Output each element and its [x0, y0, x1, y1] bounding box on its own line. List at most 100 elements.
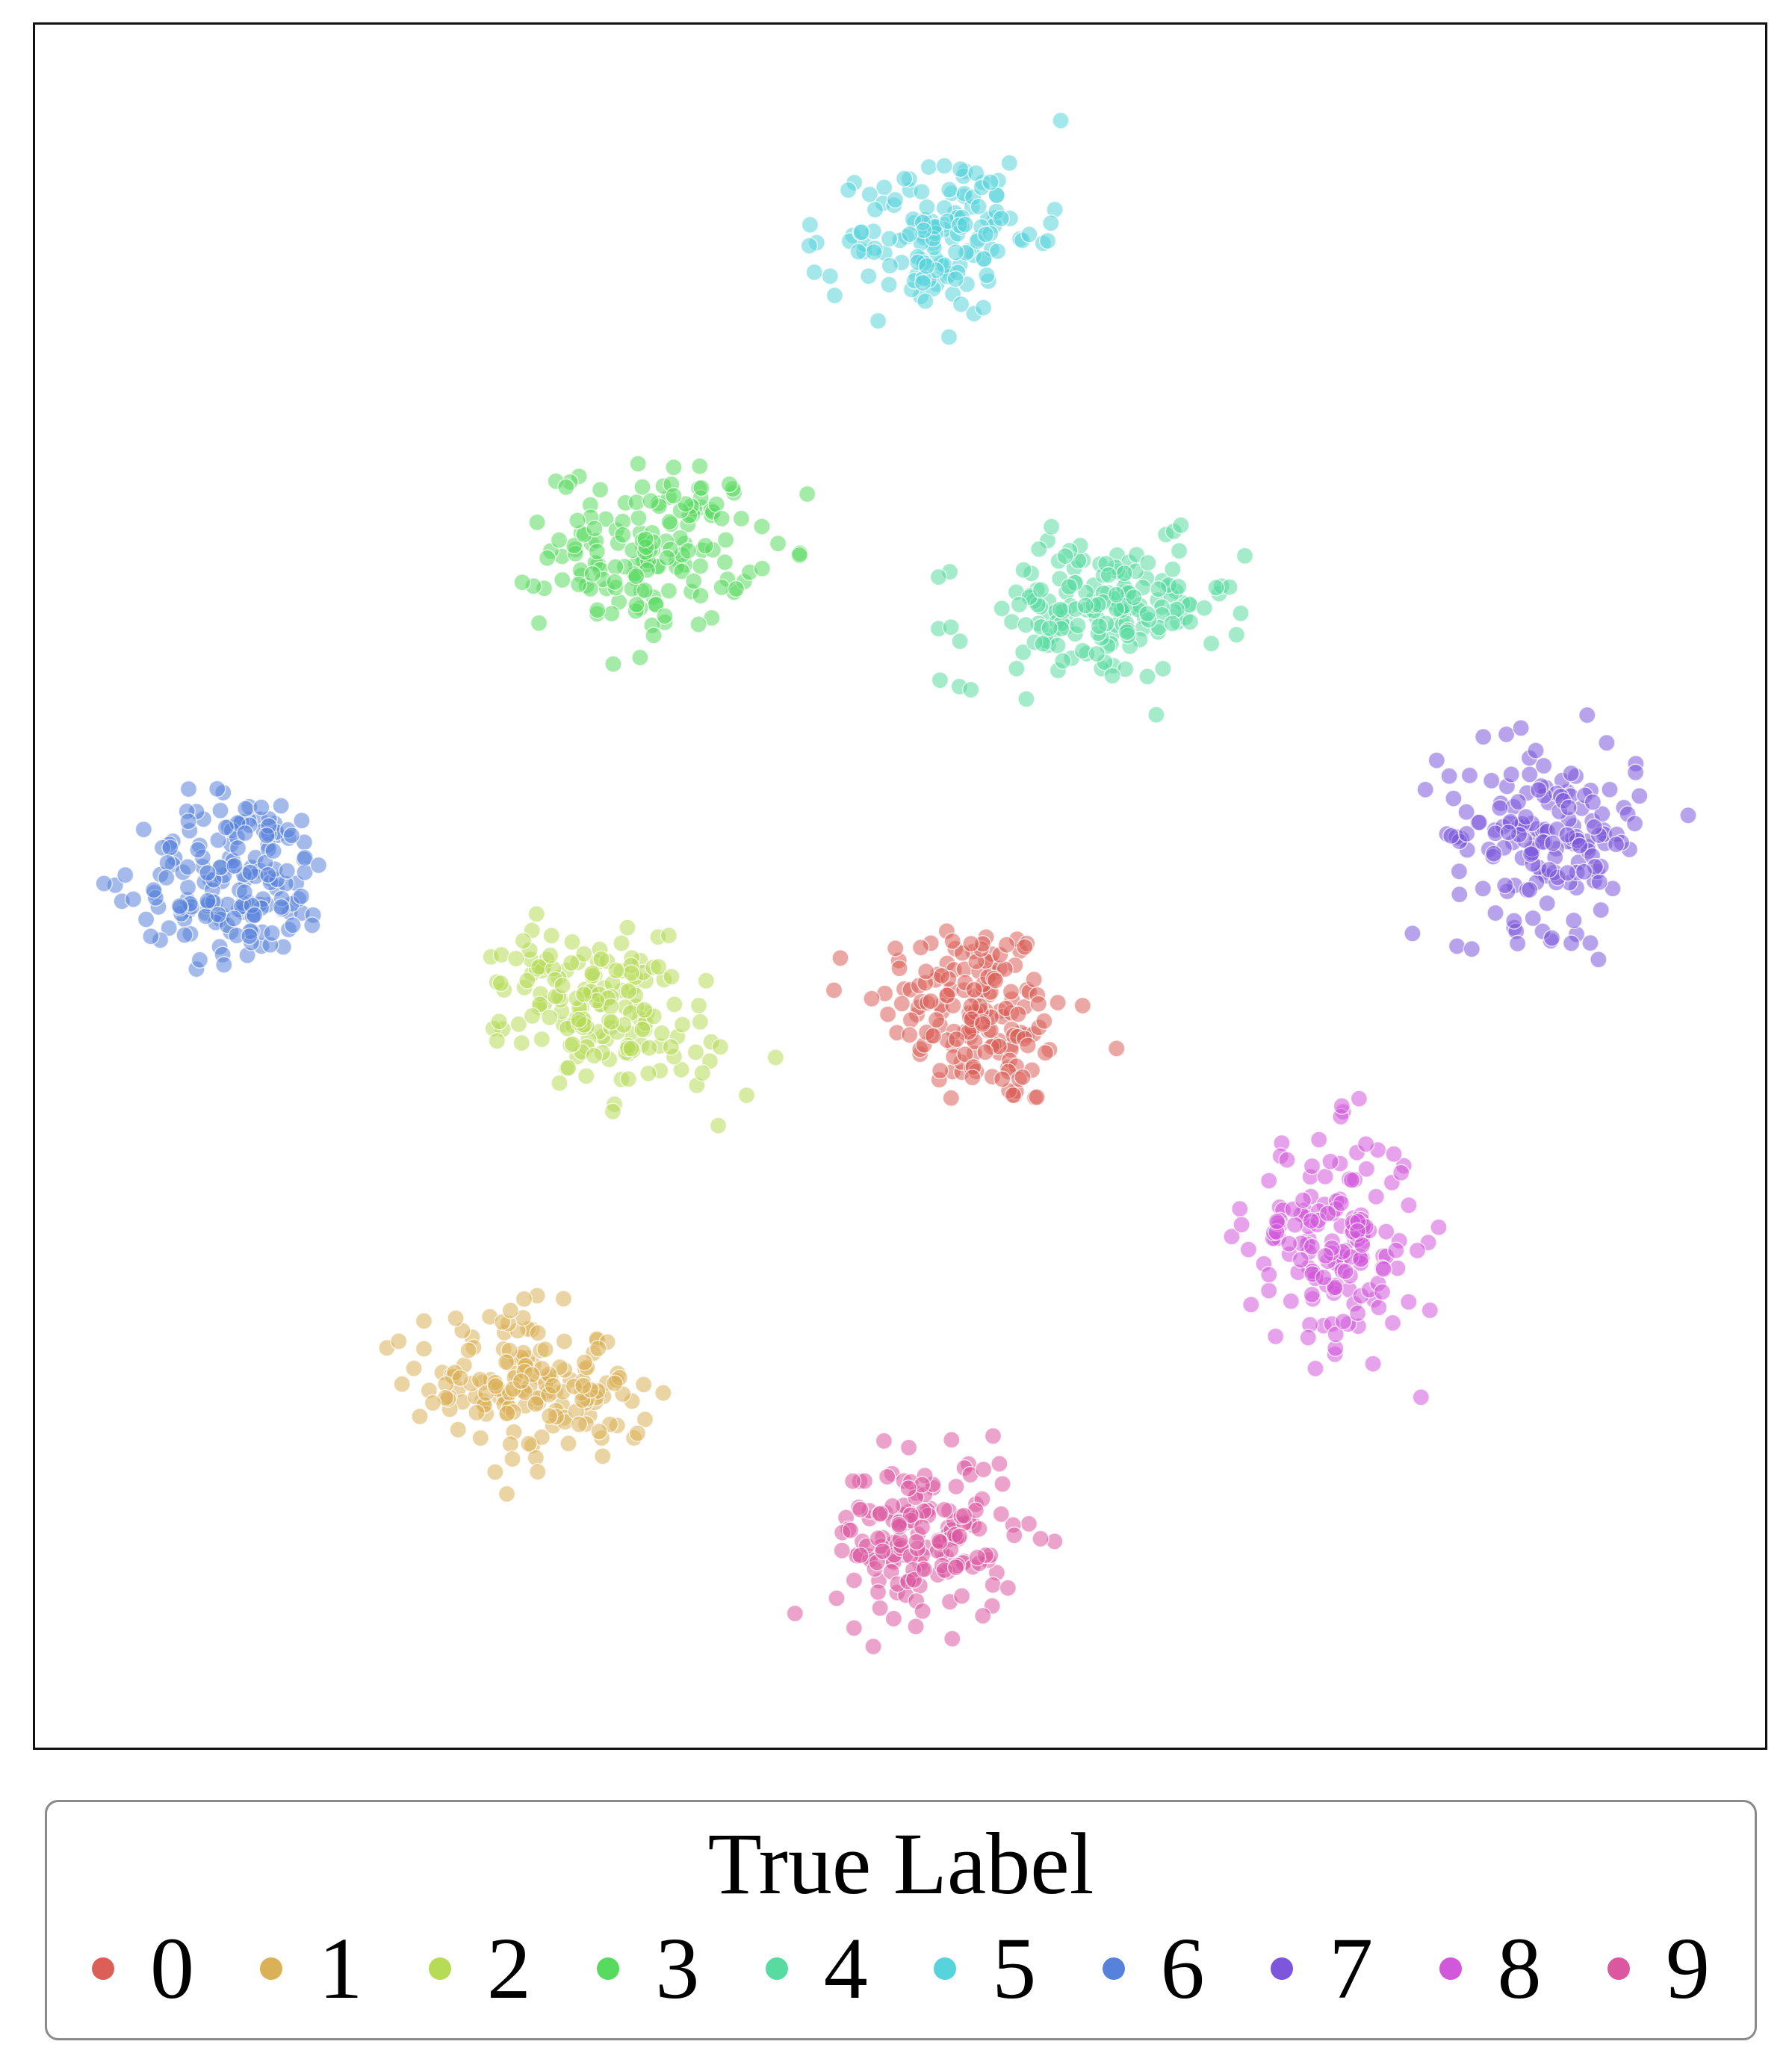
- legend-label-9: 9: [1665, 1919, 1710, 2017]
- point-class-2: [766, 1049, 785, 1066]
- point-class-0: [993, 1070, 1011, 1088]
- point-class-2: [562, 954, 580, 972]
- point-class-6: [284, 916, 302, 934]
- point-class-7: [1522, 845, 1540, 863]
- point-class-3: [684, 572, 703, 590]
- point-class-5: [918, 198, 936, 217]
- point-class-3: [677, 494, 695, 513]
- point-class-1: [405, 1359, 423, 1377]
- legend-label-1: 1: [318, 1919, 363, 2017]
- point-class-2: [633, 1020, 651, 1039]
- point-class-4: [1051, 600, 1070, 618]
- point-class-9: [952, 1587, 971, 1605]
- point-class-7: [1593, 805, 1611, 823]
- point-class-3: [679, 541, 697, 560]
- point-class-1: [498, 1404, 516, 1423]
- point-class-6: [161, 839, 179, 857]
- point-class-2: [689, 996, 708, 1015]
- point-class-0: [878, 1005, 897, 1023]
- point-class-0: [938, 987, 956, 1004]
- point-class-7: [1485, 845, 1503, 863]
- point-class-1: [501, 1435, 520, 1453]
- series-3: [513, 455, 816, 673]
- point-class-0: [1014, 1068, 1032, 1086]
- point-class-6: [179, 780, 198, 798]
- point-class-9: [993, 1475, 1011, 1493]
- point-class-5: [849, 243, 867, 261]
- point-class-6: [160, 919, 178, 937]
- point-class-1: [520, 1435, 538, 1453]
- point-class-5: [869, 311, 887, 330]
- point-class-2: [492, 945, 511, 964]
- point-class-6: [199, 864, 217, 882]
- point-class-4: [1138, 605, 1156, 623]
- point-class-6: [209, 831, 227, 849]
- point-class-2: [574, 985, 593, 1004]
- point-class-1: [570, 1415, 589, 1434]
- point-class-2: [709, 1117, 728, 1134]
- point-class-1: [529, 1324, 547, 1342]
- point-class-8: [1286, 1216, 1304, 1234]
- point-class-1: [459, 1341, 477, 1359]
- point-class-9: [851, 1500, 869, 1519]
- point-class-1: [415, 1312, 433, 1330]
- point-class-4: [1017, 690, 1035, 708]
- point-class-5: [935, 157, 953, 175]
- point-class-0: [1004, 1086, 1023, 1105]
- point-class-5: [852, 223, 871, 241]
- point-class-3: [692, 479, 710, 497]
- point-class-4: [993, 599, 1011, 618]
- point-class-3: [732, 509, 751, 528]
- point-class-4: [1041, 619, 1058, 637]
- point-class-2: [563, 1035, 582, 1053]
- point-class-2: [527, 905, 546, 923]
- point-class-3: [636, 530, 654, 548]
- point-class-5: [982, 173, 999, 191]
- point-class-2: [541, 946, 559, 964]
- point-class-0: [902, 1011, 920, 1029]
- point-class-5: [880, 229, 899, 248]
- point-class-4: [1163, 615, 1182, 633]
- point-class-6: [95, 875, 113, 892]
- point-class-2: [514, 931, 533, 950]
- legend-item-4: 4: [765, 1920, 898, 2017]
- point-class-7: [1626, 763, 1645, 781]
- point-class-4: [1100, 566, 1117, 584]
- point-class-6: [134, 820, 153, 839]
- point-class-4: [929, 568, 948, 586]
- point-class-2: [649, 957, 668, 976]
- point-class-3: [530, 614, 548, 633]
- point-class-4: [1164, 560, 1182, 579]
- point-class-7: [1505, 912, 1523, 930]
- legend-marker-5: [934, 1957, 957, 1980]
- point-class-8: [1385, 1145, 1403, 1163]
- point-class-6: [158, 854, 176, 872]
- point-class-7: [1558, 864, 1577, 882]
- point-class-3: [513, 573, 531, 591]
- point-class-6: [241, 863, 259, 881]
- point-class-5: [940, 328, 958, 346]
- point-class-4: [1232, 604, 1250, 623]
- point-class-1: [471, 1429, 490, 1447]
- point-class-8: [1309, 1131, 1328, 1149]
- point-class-6: [237, 800, 255, 818]
- point-class-2: [559, 1059, 577, 1077]
- series-6: [95, 780, 328, 978]
- point-class-8: [1327, 1326, 1345, 1344]
- point-class-6: [229, 839, 247, 857]
- point-class-4: [1076, 597, 1094, 615]
- point-class-1: [486, 1377, 505, 1395]
- point-class-6: [226, 857, 244, 875]
- legend-marker-4: [765, 1957, 788, 1980]
- point-class-8: [1364, 1355, 1382, 1373]
- point-class-9: [899, 1479, 917, 1497]
- point-class-0: [1016, 938, 1034, 956]
- point-class-4: [1117, 623, 1136, 642]
- point-class-8: [1412, 1388, 1430, 1406]
- plot-area: [33, 22, 1767, 1750]
- point-class-7: [1592, 901, 1610, 919]
- point-class-3: [568, 512, 586, 530]
- point-class-3: [642, 491, 660, 510]
- point-class-1: [544, 1376, 562, 1395]
- point-class-1: [415, 1340, 433, 1358]
